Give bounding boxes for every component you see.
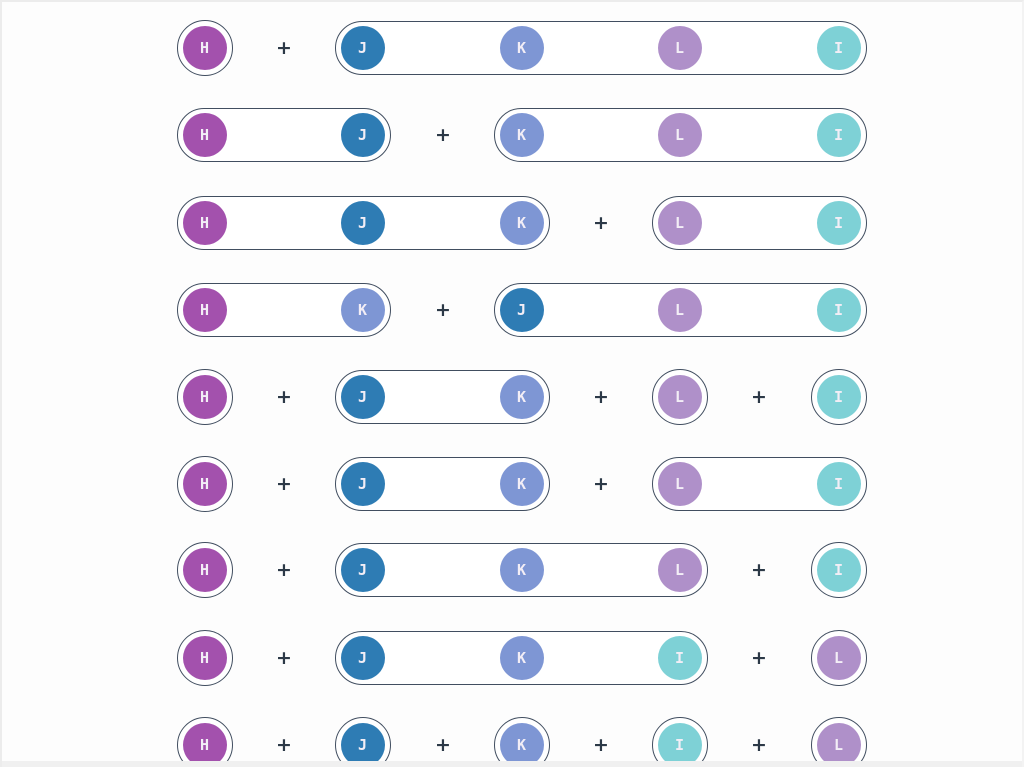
element-circle-l: L bbox=[657, 547, 702, 592]
element-circle-j: J bbox=[499, 287, 544, 332]
element-circle-k: K bbox=[499, 722, 544, 767]
element-circle-i: I bbox=[816, 200, 861, 245]
element-circle-k: K bbox=[499, 112, 544, 157]
element-circle-h: H bbox=[182, 722, 227, 767]
partition-block-j: J bbox=[335, 717, 391, 767]
element-circle-i: I bbox=[816, 547, 861, 592]
element-circle-i: I bbox=[816, 287, 861, 332]
element-circle-j: J bbox=[340, 461, 385, 506]
element-circle-k: K bbox=[499, 25, 544, 70]
plus-separator: + bbox=[276, 37, 292, 59]
element-circle-k: K bbox=[499, 461, 544, 506]
element-circle-h: H bbox=[182, 461, 227, 506]
element-circle-i: I bbox=[816, 461, 861, 506]
element-circle-i: I bbox=[657, 722, 702, 767]
partition-block-i: I bbox=[811, 542, 867, 598]
element-circle-k: K bbox=[499, 635, 544, 680]
element-circle-i: I bbox=[816, 112, 861, 157]
partition-block-l: L bbox=[811, 630, 867, 686]
plus-separator: + bbox=[276, 386, 292, 408]
element-circle-j: J bbox=[340, 25, 385, 70]
partition-block-h: H bbox=[177, 456, 233, 512]
element-circle-i: I bbox=[816, 25, 861, 70]
element-circle-h: H bbox=[182, 635, 227, 680]
element-circle-h: H bbox=[182, 287, 227, 332]
element-circle-j: J bbox=[340, 374, 385, 419]
element-circle-l: L bbox=[657, 112, 702, 157]
partition-block-h: H bbox=[177, 542, 233, 598]
plus-separator: + bbox=[751, 647, 767, 669]
element-circle-k: K bbox=[499, 200, 544, 245]
element-circle-k: K bbox=[340, 287, 385, 332]
element-circle-l: L bbox=[657, 200, 702, 245]
partition-block-h: H bbox=[177, 717, 233, 767]
plus-separator: + bbox=[435, 734, 451, 756]
plus-separator: + bbox=[276, 559, 292, 581]
element-circle-j: J bbox=[340, 635, 385, 680]
element-circle-l: L bbox=[657, 374, 702, 419]
element-circle-j: J bbox=[340, 200, 385, 245]
element-circle-l: L bbox=[657, 25, 702, 70]
element-circle-l: L bbox=[657, 287, 702, 332]
partition-block-k: K bbox=[494, 717, 550, 767]
element-circle-i: I bbox=[657, 635, 702, 680]
element-circle-h: H bbox=[182, 200, 227, 245]
partition-block-i: I bbox=[811, 369, 867, 425]
element-circle-j: J bbox=[340, 547, 385, 592]
plus-separator: + bbox=[593, 386, 609, 408]
plus-separator: + bbox=[751, 559, 767, 581]
bottom-edge-strip bbox=[2, 761, 1022, 767]
element-circle-h: H bbox=[182, 547, 227, 592]
plus-separator: + bbox=[276, 473, 292, 495]
partition-block-l: L bbox=[811, 717, 867, 767]
element-circle-h: H bbox=[182, 374, 227, 419]
plus-separator: + bbox=[276, 647, 292, 669]
plus-separator: + bbox=[593, 473, 609, 495]
partition-block-h: H bbox=[177, 630, 233, 686]
element-circle-l: L bbox=[816, 635, 861, 680]
element-circle-h: H bbox=[182, 112, 227, 157]
plus-separator: + bbox=[593, 734, 609, 756]
plus-separator: + bbox=[276, 734, 292, 756]
plus-separator: + bbox=[435, 299, 451, 321]
element-circle-k: K bbox=[499, 374, 544, 419]
partition-block-h: H bbox=[177, 20, 233, 76]
partition-block-l: L bbox=[652, 369, 708, 425]
element-circle-l: L bbox=[816, 722, 861, 767]
plus-separator: + bbox=[593, 212, 609, 234]
plus-separator: + bbox=[435, 124, 451, 146]
plus-separator: + bbox=[751, 734, 767, 756]
element-circle-h: H bbox=[182, 25, 227, 70]
plus-separator: + bbox=[751, 386, 767, 408]
element-circle-i: I bbox=[816, 374, 861, 419]
element-circle-j: J bbox=[340, 112, 385, 157]
element-circle-j: J bbox=[340, 722, 385, 767]
partition-block-i: I bbox=[652, 717, 708, 767]
element-circle-k: K bbox=[499, 547, 544, 592]
element-circle-l: L bbox=[657, 461, 702, 506]
partition-block-h: H bbox=[177, 369, 233, 425]
partition-block-jkl: J K L bbox=[335, 543, 708, 597]
